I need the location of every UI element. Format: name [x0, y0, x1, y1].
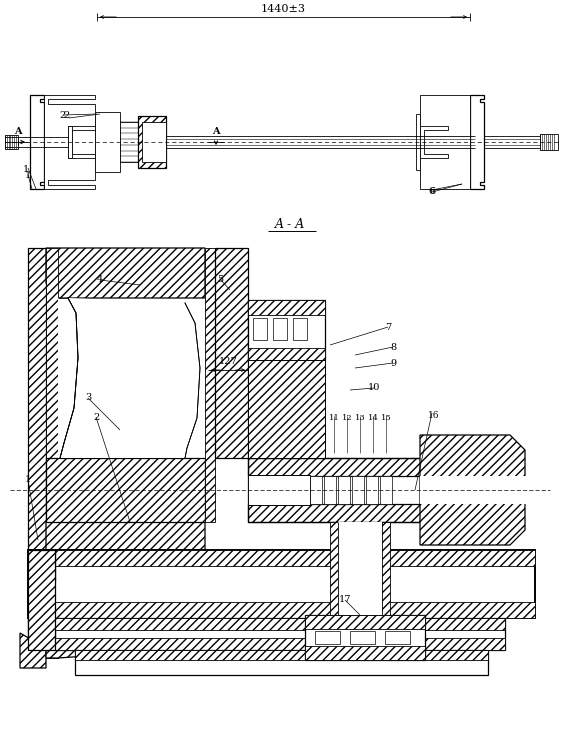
Polygon shape [28, 550, 55, 650]
Text: 1440±3: 1440±3 [261, 4, 306, 14]
Bar [248, 475, 310, 505]
Text: 11: 11 [329, 414, 339, 422]
Bar [352, 476, 364, 504]
Polygon shape [420, 435, 525, 545]
Polygon shape [30, 95, 44, 189]
Polygon shape [420, 126, 448, 158]
Polygon shape [305, 615, 425, 629]
Bar [420, 476, 563, 504]
Text: 2: 2 [93, 412, 99, 421]
Bar [338, 476, 350, 504]
Polygon shape [60, 298, 200, 458]
Bar [273, 318, 287, 340]
Polygon shape [58, 298, 78, 458]
Polygon shape [215, 248, 248, 458]
Text: 13: 13 [355, 414, 365, 422]
Bar [380, 476, 392, 504]
Text: 12: 12 [342, 414, 352, 422]
Bar [55, 618, 505, 650]
Polygon shape [248, 300, 325, 315]
Text: 9: 9 [390, 359, 396, 368]
Polygon shape [75, 650, 488, 660]
Text: 6: 6 [428, 187, 434, 196]
Text: 2: 2 [63, 111, 69, 120]
Polygon shape [205, 248, 215, 522]
Text: 1: 1 [25, 170, 31, 180]
Text: 16: 16 [428, 410, 440, 420]
Text: 17: 17 [339, 595, 351, 605]
Bar [338, 522, 382, 615]
Polygon shape [420, 95, 470, 189]
Text: 1: 1 [25, 476, 31, 484]
Text: 10: 10 [368, 383, 380, 392]
Polygon shape [540, 134, 558, 150]
Polygon shape [248, 458, 500, 476]
Polygon shape [480, 458, 500, 522]
Polygon shape [28, 602, 535, 618]
Polygon shape [248, 504, 500, 522]
Bar [324, 476, 336, 504]
Polygon shape [28, 248, 46, 658]
Text: 1: 1 [23, 166, 29, 175]
Polygon shape [46, 458, 205, 522]
Bar [248, 360, 325, 458]
Bar [305, 615, 425, 660]
Bar [75, 650, 488, 675]
Bar [366, 476, 378, 504]
Polygon shape [95, 112, 120, 172]
Text: 127: 127 [218, 357, 238, 366]
Polygon shape [120, 122, 138, 162]
Polygon shape [248, 360, 325, 458]
Polygon shape [5, 135, 18, 149]
Text: 7: 7 [385, 322, 391, 331]
Text: A: A [212, 126, 220, 135]
Text: 8: 8 [390, 343, 396, 351]
Bar [248, 300, 325, 360]
Text: 5: 5 [217, 274, 223, 284]
Polygon shape [68, 126, 95, 158]
Polygon shape [248, 348, 325, 360]
Text: 15: 15 [381, 414, 391, 422]
Polygon shape [46, 522, 205, 658]
Polygon shape [46, 248, 58, 658]
Text: 3: 3 [85, 394, 91, 403]
Bar [315, 631, 340, 644]
Bar [28, 550, 535, 618]
Polygon shape [55, 638, 505, 650]
Text: 14: 14 [368, 414, 378, 422]
Text: 4: 4 [97, 276, 103, 285]
Polygon shape [68, 126, 72, 158]
Polygon shape [138, 116, 166, 168]
Text: 2: 2 [60, 111, 66, 120]
Polygon shape [330, 522, 390, 615]
Bar [293, 318, 307, 340]
Text: 6: 6 [429, 187, 435, 196]
Bar [248, 458, 500, 522]
Bar [310, 476, 322, 504]
Polygon shape [44, 95, 95, 189]
Polygon shape [305, 646, 425, 660]
Bar [385, 631, 410, 644]
Bar [253, 318, 267, 340]
Bar [350, 631, 375, 644]
Polygon shape [28, 550, 55, 582]
Polygon shape [416, 114, 420, 170]
Polygon shape [28, 550, 535, 566]
Text: A: A [14, 128, 22, 137]
Polygon shape [142, 122, 166, 162]
Text: A - A: A - A [275, 218, 305, 232]
Polygon shape [46, 248, 205, 298]
Polygon shape [20, 633, 46, 668]
Polygon shape [55, 618, 505, 630]
Polygon shape [470, 95, 484, 189]
